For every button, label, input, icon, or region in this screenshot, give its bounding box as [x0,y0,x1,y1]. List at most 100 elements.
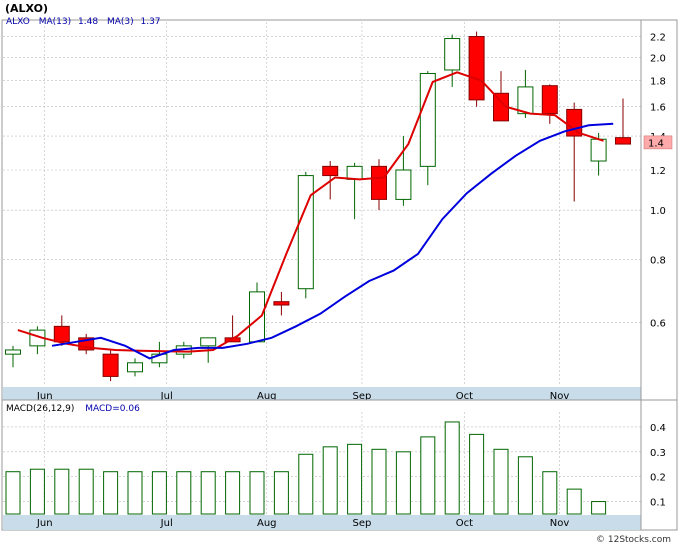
last-price-label: 1.4 [648,138,664,149]
macd-bar [469,433,485,515]
ma3-line [17,71,604,353]
candle-body-up [346,165,363,180]
month-label: Jul [160,391,173,402]
macd-bar [298,453,314,515]
candle [541,84,558,124]
macd-bar [103,471,119,515]
price-grid [3,22,641,386]
price-tick-label: 2.2 [650,33,666,44]
price-tick-label: 0.8 [650,255,666,266]
candle-body-up [5,349,21,355]
macd-tick-label: 0.4 [650,423,666,434]
month-label: Nov [550,391,570,402]
macd-y-axis: 0.1 0.2 0.3 0.4 [640,400,666,530]
legend-ma13-label: MA(13) [39,17,71,27]
candle-body-up [200,337,217,347]
moving-averages [17,71,614,360]
candle [127,358,143,377]
ma13-line [51,122,614,360]
candle-body-up [395,169,412,200]
footer-credit: © 12Stocks.com [596,535,671,545]
candle-body-down [468,36,485,101]
macd-month-labels: Jun Jul Aug Sep Oct Nov [36,518,569,529]
candle [297,171,314,299]
candle [395,136,412,206]
macd-bar [249,471,265,515]
macd-legend: MACD(26,12,9) MACD=0.06 [6,404,140,414]
candle-body-up [590,138,607,162]
candle-body-up [444,38,461,71]
macd-panel: Jun Jul Aug Sep Oct Nov 0.1 0.2 0.3 0.4 MACD(26,… [1,399,678,531]
chart-title: (ALXO) [5,2,48,15]
month-label: Oct [456,391,473,402]
candle [517,69,534,118]
candle-body-up [419,72,436,167]
macd-month-label: Sep [352,518,371,529]
candle-body-up [249,291,265,343]
macd-bar [151,471,167,515]
price-tick-label: 1.2 [650,166,666,177]
macd-month-label: Nov [550,518,570,529]
price-tick-label: 1.0 [650,206,666,217]
macd-month-band [3,515,641,530]
macd-month-label: Jul [160,518,173,529]
macd-legend-label: MACD(26,12,9) [6,404,74,414]
macd-bars [5,421,607,515]
candle-body-down [371,165,387,200]
macd-bar [395,451,411,515]
candle [371,159,387,211]
candle-body-up [517,86,534,115]
candle-body-down [102,353,119,377]
legend-ticker: ALXO [6,17,30,27]
price-tick-label: 1.8 [650,77,666,88]
macd-bar [444,421,460,515]
macd-bar [127,471,143,515]
candle [273,291,290,316]
macd-bar [517,456,533,515]
candle [5,345,21,368]
candles [5,31,631,382]
macd-bar [542,471,558,515]
macd-bar [273,471,289,515]
macd-bar [420,436,436,515]
macd-bar [78,468,94,515]
macd-tick-label: 0.1 [650,498,666,509]
macd-legend-value: MACD=0.06 [85,404,140,414]
macd-bar [371,448,387,515]
macd-bar [322,446,338,515]
candle [444,34,461,87]
legend-ma13-value: 1.48 [78,17,98,27]
candle [615,98,631,145]
candle-body-up [127,362,143,373]
candle [102,349,119,382]
month-label: Aug [257,391,277,402]
macd-bar [29,468,45,515]
candle-body-down [322,165,339,177]
candle [493,71,509,122]
macd-tick-label: 0.3 [650,448,666,459]
price-panel: Jun Jul Aug Sep Oct Nov 0.6 0.8 1.0 1.2 1.4 1.6 1.8… [1,2,678,406]
macd-bar [5,471,21,515]
candle-body-down [615,137,631,145]
macd-bar [176,471,192,515]
month-label: Jun [36,391,53,402]
macd-month-label: Oct [456,518,473,529]
candle-body-down [273,301,290,306]
candle-body-up [297,175,314,290]
legend-ma3-label: MA(3) [107,17,134,27]
month-label: Sep [352,391,371,402]
macd-bar [347,443,363,515]
price-month-labels: Jun Jul Aug Sep Oct Nov [36,391,569,402]
last-price-tag: 1.4 [643,135,673,149]
price-tick-label: 1.6 [650,103,666,114]
macd-bar [566,488,582,515]
macd-tick-label: 0.2 [650,473,666,484]
price-tick-label: 2.0 [650,54,666,65]
candle [249,282,265,343]
macd-bar [591,501,607,515]
macd-bar [493,448,509,515]
candle-body-down [53,325,70,343]
macd-month-label: Jun [36,518,53,529]
legend-line: ALXO MA(13) 1.48 MA(3) 1.37 [6,17,161,27]
